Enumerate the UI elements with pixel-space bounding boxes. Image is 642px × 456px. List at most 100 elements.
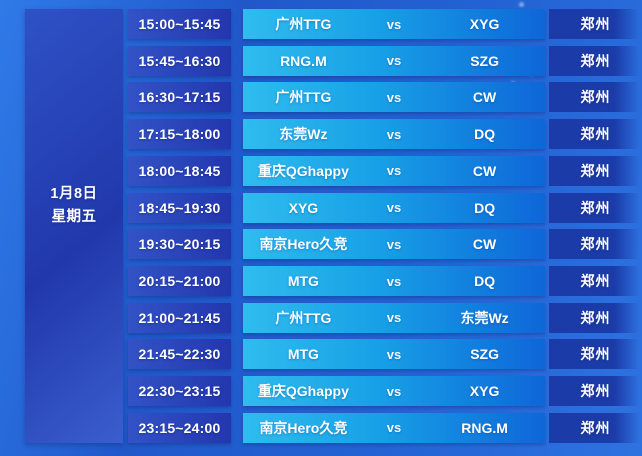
location-label: 郑州 xyxy=(580,126,611,143)
team1-label: MTG xyxy=(287,346,319,363)
team1-label: 广州TTG xyxy=(275,89,332,106)
match-cell[interactable]: 广州TTG vs 东莞Wz xyxy=(243,302,545,333)
location-cell: 郑州 xyxy=(549,302,642,333)
vs-label: vs xyxy=(386,16,402,32)
match-cell[interactable]: XYG vs DQ xyxy=(243,192,545,223)
team1-label: 南京Hero久竞 xyxy=(259,419,348,436)
schedule-row: 21:45~22:30 MTG vs SZG 郑州 xyxy=(128,339,642,370)
match-cell[interactable]: 广州TTG vs XYG xyxy=(243,9,545,39)
schedule-row: 22:30~23:15 重庆QGhappy vs XYG 郑州 xyxy=(128,376,642,407)
time-cell: 21:45~22:30 xyxy=(128,339,231,370)
time-cell: 16:30~17:15 xyxy=(128,82,231,113)
time-cell: 18:00~18:45 xyxy=(128,155,231,186)
team1-label: 东莞Wz xyxy=(279,126,328,143)
time-label: 21:00~21:45 xyxy=(138,309,221,326)
time-cell: 15:00~15:45 xyxy=(128,9,231,39)
vs-label: vs xyxy=(386,89,402,105)
location-label: 郑州 xyxy=(580,273,611,290)
location-cell: 郑州 xyxy=(549,339,642,370)
team1-label: 南京Hero久竞 xyxy=(259,236,348,253)
schedule-row: 15:00~15:45 广州TTG vs XYG 郑州 xyxy=(128,9,642,39)
match-cell[interactable]: 东莞Wz vs DQ xyxy=(243,119,545,150)
team2-label: CW xyxy=(472,89,497,106)
time-cell: 19:30~20:15 xyxy=(128,229,231,260)
team2-label: XYG xyxy=(469,16,500,32)
vs-label: vs xyxy=(386,346,402,362)
location-cell: 郑州 xyxy=(549,192,642,223)
time-cell: 20:15~21:00 xyxy=(128,266,231,297)
team1-label: XYG xyxy=(288,199,319,216)
location-cell: 郑州 xyxy=(549,376,642,407)
vs-label: vs xyxy=(386,420,402,436)
time-cell: 17:15~18:00 xyxy=(128,119,231,150)
time-label: 16:30~17:15 xyxy=(138,89,221,106)
vs-label: vs xyxy=(386,310,402,326)
vs-label: vs xyxy=(386,236,402,252)
time-cell: 22:30~23:15 xyxy=(128,376,231,407)
vs-label: vs xyxy=(386,126,402,142)
sparkle-dot-icon xyxy=(519,2,524,7)
time-label: 19:30~20:15 xyxy=(138,236,221,253)
team2-label: DQ xyxy=(474,199,496,216)
match-cell[interactable]: RNG.M vs SZG xyxy=(243,45,545,76)
match-cell[interactable]: MTG vs DQ xyxy=(243,266,545,297)
match-cell[interactable]: 重庆QGhappy vs XYG xyxy=(243,376,545,407)
time-cell: 18:45~19:30 xyxy=(128,192,231,223)
location-cell: 郑州 xyxy=(549,229,642,260)
team1-label: 重庆QGhappy xyxy=(257,383,349,400)
team1-label: 重庆QGhappy xyxy=(257,162,349,179)
time-label: 21:45~22:30 xyxy=(138,346,221,363)
weekday-label: 星期五 xyxy=(51,209,97,226)
location-label: 郑州 xyxy=(580,383,611,400)
team2-label: 东莞Wz xyxy=(460,309,509,326)
location-cell: 郑州 xyxy=(549,412,642,443)
time-label: 15:00~15:45 xyxy=(138,16,221,32)
vs-label: vs xyxy=(386,200,402,216)
schedule-row: 17:15~18:00 东莞Wz vs DQ 郑州 xyxy=(128,119,642,150)
location-label: 郑州 xyxy=(580,199,611,216)
match-cell[interactable]: 广州TTG vs CW xyxy=(243,82,545,113)
team1-label: MTG xyxy=(287,273,319,290)
schedule-row: 23:15~24:00 南京Hero久竞 vs RNG.M 郑州 xyxy=(128,412,642,443)
time-cell: 15:45~16:30 xyxy=(128,45,231,76)
location-label: 郑州 xyxy=(580,236,611,253)
schedule-row: 20:15~21:00 MTG vs DQ 郑州 xyxy=(128,266,642,297)
match-cell[interactable]: MTG vs SZG xyxy=(243,339,545,370)
schedule-row: 15:45~16:30 RNG.M vs SZG 郑州 xyxy=(128,45,642,76)
location-label: 郑州 xyxy=(580,419,611,436)
schedule-row: 18:00~18:45 重庆QGhappy vs CW 郑州 xyxy=(128,155,642,186)
time-label: 18:00~18:45 xyxy=(138,162,221,179)
match-cell[interactable]: 南京Hero久竞 vs CW xyxy=(243,229,545,260)
time-label: 22:30~23:15 xyxy=(138,383,221,400)
location-label: 郑州 xyxy=(580,309,611,326)
time-cell: 23:15~24:00 xyxy=(128,412,231,443)
time-label: 17:15~18:00 xyxy=(138,126,221,143)
vs-label: vs xyxy=(386,383,402,399)
location-label: 郑州 xyxy=(580,16,611,32)
time-cell: 21:00~21:45 xyxy=(128,302,231,333)
match-cell[interactable]: 重庆QGhappy vs CW xyxy=(243,155,545,186)
time-label: 18:45~19:30 xyxy=(138,199,221,216)
vs-label: vs xyxy=(386,53,402,69)
date-text: 1月8日 星期五 xyxy=(25,183,123,229)
schedule-row: 21:00~21:45 广州TTG vs 东莞Wz 郑州 xyxy=(128,302,642,333)
team2-label: CW xyxy=(472,236,497,253)
team1-label: 广州TTG xyxy=(275,309,332,326)
schedule-rows: 15:00~15:45 广州TTG vs XYG 郑州 15:45~16:30 … xyxy=(128,9,642,443)
location-label: 郑州 xyxy=(580,89,611,106)
date-label: 1月8日 xyxy=(50,186,98,203)
match-cell[interactable]: 南京Hero久竞 vs RNG.M xyxy=(243,412,545,443)
time-label: 23:15~24:00 xyxy=(138,419,221,436)
location-cell: 郑州 xyxy=(549,155,642,186)
location-label: 郑州 xyxy=(580,346,611,363)
location-label: 郑州 xyxy=(580,162,611,179)
schedule-row: 16:30~17:15 广州TTG vs CW 郑州 xyxy=(128,82,642,113)
location-cell: 郑州 xyxy=(549,45,642,76)
team1-label: RNG.M xyxy=(280,52,327,69)
team2-label: CW xyxy=(472,162,497,179)
schedule-row: 19:30~20:15 南京Hero久竞 vs CW 郑州 xyxy=(128,229,642,260)
team2-label: DQ xyxy=(474,273,496,290)
team2-label: SZG xyxy=(470,52,499,69)
location-cell: 郑州 xyxy=(549,82,642,113)
